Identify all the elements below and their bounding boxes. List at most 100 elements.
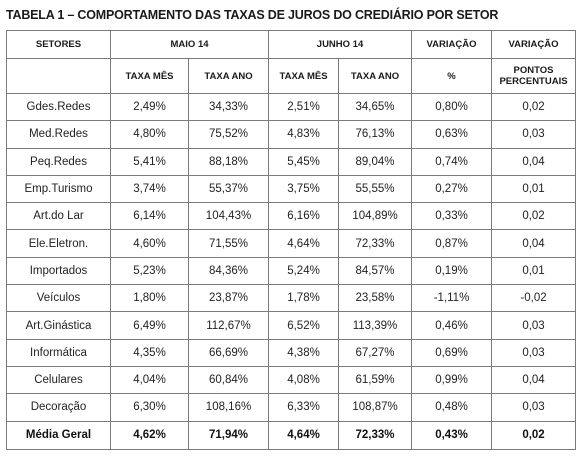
cell-maio-mes: 6,49% xyxy=(110,311,189,340)
cell-maio-ano: 84,36% xyxy=(187,256,270,286)
cell-maio-mes: 2,49% xyxy=(110,92,189,122)
cell-var-pp: 0,02 xyxy=(491,202,577,231)
cell-maio-mes: 5,23% xyxy=(110,256,189,286)
header-setores: SETORES xyxy=(6,30,111,59)
header-pontos-percentuais: PONTOS PERCENTUAIS xyxy=(491,58,577,94)
cell-junho-ano: 84,57% xyxy=(338,256,413,286)
cell-junho-ano: 113,39% xyxy=(338,311,413,340)
cell-maio-mes: 6,14% xyxy=(110,202,189,231)
cell-maio-mes: 1,80% xyxy=(110,284,189,313)
cell-junho-ano: 108,87% xyxy=(338,393,413,422)
cell-setor: Informática xyxy=(6,338,111,367)
cell-maio-mes: 4,35% xyxy=(110,338,189,367)
summary-row: Média Geral 4,62% 71,94% 4,64% 72,33% 0,… xyxy=(6,420,577,450)
header-row-2: TAXA MÊS TAXA ANO TAXA MÊS TAXA ANO % PO… xyxy=(6,58,577,94)
header-taxa-mes-junho: TAXA MÊS xyxy=(268,58,340,94)
cell-junho-ano: 67,27% xyxy=(338,338,413,367)
table-title: TABELA 1 – COMPORTAMENTO DAS TAXAS DE JU… xyxy=(6,8,499,22)
cell-var-pct: 0,46% xyxy=(411,311,493,340)
table-row: Art.Ginástica 6,49% 112,67% 6,52% 113,39… xyxy=(6,311,577,340)
cell-maio-ano: 71,55% xyxy=(187,229,270,258)
cell-junho-mes: 4,08% xyxy=(268,365,340,395)
cell-maio-ano: 55,37% xyxy=(187,174,270,204)
table-row: Celulares 4,04% 60,84% 4,08% 61,59% 0,99… xyxy=(6,365,577,395)
table-row: Art.do Lar 6,14% 104,43% 6,16% 104,89% 0… xyxy=(6,202,577,231)
cell-maio-ano: 88,18% xyxy=(187,147,270,176)
cell-maio-ano: 23,87% xyxy=(187,284,270,313)
cell-var-pp: -0,02 xyxy=(491,284,577,313)
header-junho: JUNHO 14 xyxy=(268,30,413,59)
cell-junho-ano: 76,13% xyxy=(338,120,413,149)
cell-var-pct: 0,80% xyxy=(411,92,493,122)
table-row: Importados 5,23% 84,36% 5,24% 84,57% 0,1… xyxy=(6,256,577,286)
header-pontos: PONTOS xyxy=(513,65,554,76)
cell-maio-mes: 4,60% xyxy=(110,229,189,258)
cell-setor: Peq.Redes xyxy=(6,147,111,176)
header-maio: MAIO 14 xyxy=(109,30,270,59)
cell-junho-ano: 23,58% xyxy=(338,284,413,313)
cell-var-pct: 0,87% xyxy=(411,229,493,258)
cell-junho-ano: 61,59% xyxy=(338,365,413,395)
cell-setor: Decoração xyxy=(6,393,111,422)
cell-junho-mes-total: 4,64% xyxy=(268,420,340,450)
cell-var-pp-total: 0,02 xyxy=(491,420,577,450)
header-pct-sign: % xyxy=(411,58,493,94)
cell-var-pp: 0,03 xyxy=(491,311,577,340)
table-row: Emp.Turismo 3,74% 55,37% 3,75% 55,55% 0,… xyxy=(6,174,577,204)
interest-rates-table: SETORES MAIO 14 JUNHO 14 VARIAÇÃO VARIAÇ… xyxy=(6,30,577,450)
cell-junho-ano: 55,55% xyxy=(338,174,413,204)
cell-var-pct: 0,99% xyxy=(411,365,493,395)
cell-maio-ano: 75,52% xyxy=(187,120,270,149)
cell-junho-ano: 34,65% xyxy=(338,92,413,122)
cell-junho-mes: 5,45% xyxy=(268,147,340,176)
cell-var-pct: 0,69% xyxy=(411,338,493,367)
cell-junho-mes: 5,24% xyxy=(268,256,340,286)
table-row: Ele.Eletron. 4,60% 71,55% 4,64% 72,33% 0… xyxy=(6,229,577,258)
cell-var-pp: 0,04 xyxy=(491,147,577,176)
cell-setor: Gdes.Redes xyxy=(6,92,111,122)
cell-junho-ano-total: 72,33% xyxy=(338,420,413,450)
cell-junho-mes: 6,16% xyxy=(268,202,340,231)
cell-var-pp: 0,02 xyxy=(491,92,577,122)
table-row: Veículos 1,80% 23,87% 1,78% 23,58% -1,11… xyxy=(6,284,577,313)
cell-junho-mes: 2,51% xyxy=(268,92,340,122)
cell-var-pp: 0,04 xyxy=(491,229,577,258)
cell-var-pct: -1,11% xyxy=(411,284,493,313)
cell-var-pp: 0,03 xyxy=(491,120,577,149)
cell-setor: Veículos xyxy=(6,284,111,313)
header-blank xyxy=(6,58,111,94)
cell-maio-mes: 4,80% xyxy=(110,120,189,149)
cell-maio-mes: 4,04% xyxy=(110,365,189,395)
cell-setor: Art.do Lar xyxy=(6,202,111,231)
table-row: Informática 4,35% 66,69% 4,38% 67,27% 0,… xyxy=(6,338,577,367)
cell-junho-mes: 3,75% xyxy=(268,174,340,204)
cell-junho-ano: 104,89% xyxy=(338,202,413,231)
header-taxa-mes-maio: TAXA MÊS xyxy=(110,58,189,94)
table-row: Peq.Redes 5,41% 88,18% 5,45% 89,04% 0,74… xyxy=(6,147,577,176)
cell-maio-mes: 3,74% xyxy=(110,174,189,204)
cell-var-pp: 0,04 xyxy=(491,365,577,395)
cell-maio-mes: 6,30% xyxy=(110,393,189,422)
cell-junho-mes: 1,78% xyxy=(268,284,340,313)
cell-maio-mes-total: 4,62% xyxy=(110,420,189,450)
cell-setor: Med.Redes xyxy=(6,120,111,149)
cell-maio-ano: 60,84% xyxy=(187,365,270,395)
cell-maio-ano-total: 71,94% xyxy=(187,420,270,450)
cell-var-pct: 0,63% xyxy=(411,120,493,149)
cell-maio-mes: 5,41% xyxy=(110,147,189,176)
cell-setor-total: Média Geral xyxy=(6,420,111,450)
cell-maio-ano: 112,67% xyxy=(187,311,270,340)
cell-setor: Importados xyxy=(6,256,111,286)
cell-maio-ano: 66,69% xyxy=(187,338,270,367)
cell-junho-mes: 4,83% xyxy=(268,120,340,149)
header-percentuais: PERCENTUAIS xyxy=(499,76,568,87)
table-row: Gdes.Redes 2,49% 34,33% 2,51% 34,65% 0,8… xyxy=(6,92,577,122)
cell-var-pp: 0,01 xyxy=(491,174,577,204)
cell-var-pp: 0,01 xyxy=(491,256,577,286)
cell-junho-mes: 4,64% xyxy=(268,229,340,258)
cell-maio-ano: 34,33% xyxy=(187,92,270,122)
header-taxa-ano-junho: TAXA ANO xyxy=(338,58,413,94)
cell-var-pct: 0,33% xyxy=(411,202,493,231)
cell-maio-ano: 104,43% xyxy=(187,202,270,231)
